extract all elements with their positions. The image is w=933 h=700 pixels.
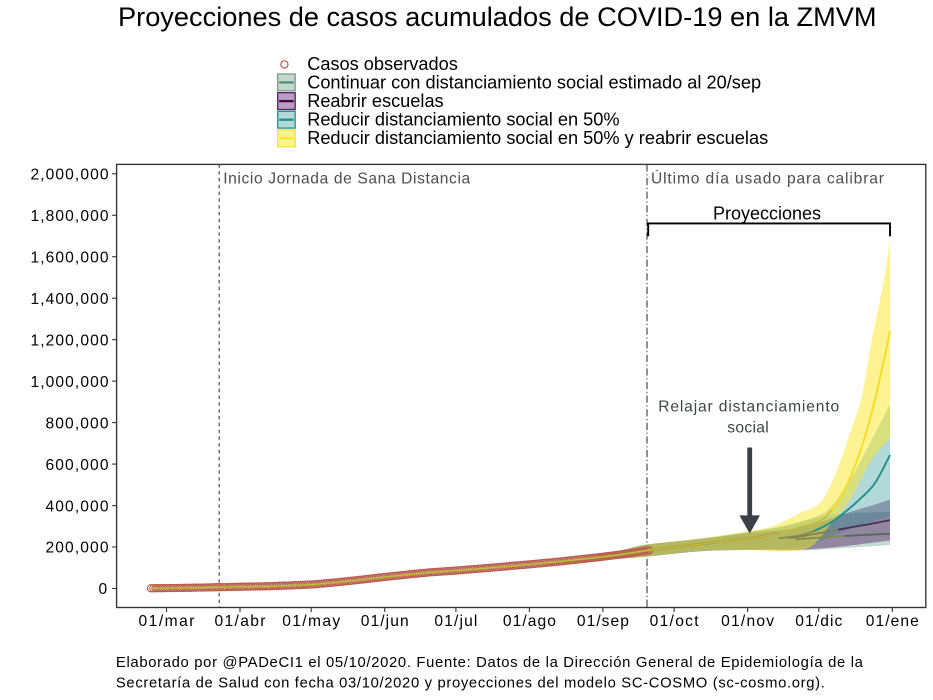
svg-text:Reducir distanciamiento social: Reducir distanciamiento social en 50% y … — [307, 128, 768, 148]
svg-text:2,000,000: 2,000,000 — [31, 167, 109, 184]
svg-text:1,000,000: 1,000,000 — [31, 374, 109, 391]
svg-text:Reabrir escuelas: Reabrir escuelas — [307, 91, 443, 111]
svg-text:01/abr: 01/abr — [215, 613, 266, 630]
svg-text:01/jul: 01/jul — [434, 613, 477, 630]
svg-text:01/sep: 01/sep — [577, 613, 629, 630]
svg-text:01/ene: 01/ene — [866, 613, 919, 630]
svg-text:01/nov: 01/nov — [721, 613, 774, 630]
svg-text:01/dic: 01/dic — [795, 613, 842, 630]
svg-text:Secretaría de Salud con fecha: Secretaría de Salud con fecha 03/10/2020… — [116, 676, 825, 692]
svg-text:Último día usado para calibrar: Último día usado para calibrar — [651, 168, 884, 187]
svg-text:600,000: 600,000 — [46, 457, 109, 474]
svg-text:Proyecciones de casos acumulad: Proyecciones de casos acumulados de COVI… — [118, 1, 877, 32]
svg-text:1,600,000: 1,600,000 — [31, 249, 109, 266]
svg-text:1,200,000: 1,200,000 — [31, 332, 109, 349]
svg-text:Reducir distanciamiento social: Reducir distanciamiento social en 50% — [307, 110, 619, 130]
svg-text:01/mar: 01/mar — [139, 613, 195, 630]
svg-text:800,000: 800,000 — [46, 415, 109, 432]
svg-text:Relajar distanciamiento: Relajar distanciamiento — [658, 399, 839, 416]
svg-text:Inicio Jornada de Sana Distanc: Inicio Jornada de Sana Distancia — [223, 170, 470, 187]
svg-text:1,400,000: 1,400,000 — [31, 291, 109, 308]
svg-text:01/ago: 01/ago — [503, 613, 556, 630]
svg-text:01/oct: 01/oct — [650, 613, 700, 630]
svg-text:Proyecciones: Proyecciones — [713, 204, 821, 224]
svg-text:01/may: 01/may — [282, 613, 340, 630]
svg-text:Casos observados: Casos observados — [307, 54, 458, 74]
svg-text:Elaborado por @PADeCI1 el 05/1: Elaborado por @PADeCI1 el 05/10/2020. Fu… — [116, 655, 864, 671]
svg-text:400,000: 400,000 — [46, 498, 109, 515]
svg-text:1,800,000: 1,800,000 — [31, 208, 109, 225]
svg-text:01/jun: 01/jun — [361, 613, 409, 630]
svg-text:Continuar con distanciamiento: Continuar con distanciamiento social est… — [307, 72, 761, 92]
svg-text:0: 0 — [99, 581, 108, 598]
svg-text:social: social — [727, 420, 769, 437]
svg-text:200,000: 200,000 — [46, 540, 109, 557]
